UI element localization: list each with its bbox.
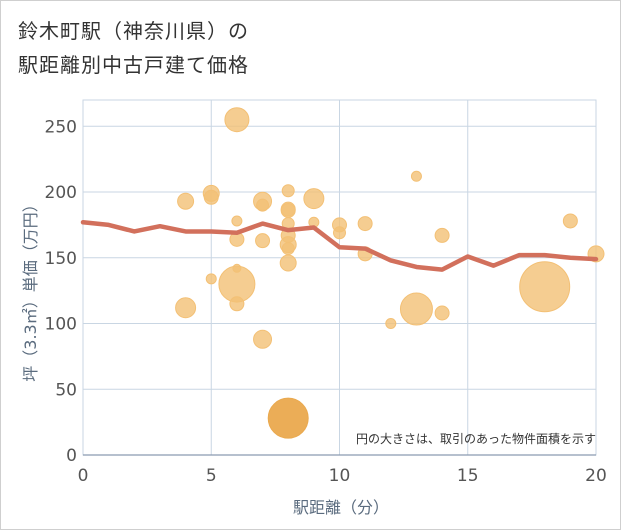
data-bubble: [177, 192, 195, 210]
x-tick-label: 5: [206, 466, 217, 486]
data-bubble: [231, 215, 243, 227]
data-bubble: [333, 226, 346, 240]
data-bubble: [205, 273, 217, 285]
data-bubble: [519, 261, 571, 313]
chart-title: 鈴木町駅（神奈川県）の 駅距離別中古戸建て価格: [18, 14, 438, 82]
y-tick-label: 200: [45, 183, 77, 203]
data-bubble: [253, 329, 273, 349]
chart-title-line2: 駅距離別中古戸建て価格: [18, 53, 249, 77]
x-tick-label: 15: [457, 466, 479, 486]
x-tick-label: 20: [585, 466, 607, 486]
data-bubble: [280, 202, 296, 218]
trend-line-layer: [80, 220, 599, 272]
data-bubble: [281, 242, 295, 256]
data-bubble: [281, 184, 295, 198]
average-price-line: [80, 220, 599, 272]
data-bubble: [357, 216, 373, 232]
data-bubble: [267, 397, 309, 439]
data-bubble: [410, 170, 422, 182]
size-annotation: 円の大きさは、取引のあった物件面積を示す: [356, 431, 596, 446]
data-bubble: [256, 198, 270, 212]
bubble-layer: [175, 107, 605, 439]
tick-labels: 0 50 100 150 200 250 0 5 10 15 20: [45, 117, 607, 486]
data-bubble: [224, 107, 250, 133]
y-tick-label: 250: [45, 117, 77, 137]
y-tick-label: 150: [45, 249, 77, 269]
data-bubble: [434, 305, 450, 321]
x-axis-title: 駅距離（分）: [293, 498, 389, 517]
chart-title-line1: 鈴木町駅（神奈川県）の: [18, 19, 249, 43]
data-bubble: [434, 227, 450, 243]
data-bubble: [303, 188, 325, 210]
y-tick-label: 50: [55, 380, 77, 400]
data-bubble: [562, 213, 578, 229]
x-tick-label: 10: [329, 466, 351, 486]
data-bubble: [385, 318, 397, 330]
data-bubble: [175, 297, 197, 319]
y-axis-title: 坪（3.3㎡）単価（万円）: [21, 196, 40, 381]
data-bubble: [279, 254, 297, 272]
data-bubble: [203, 189, 219, 205]
y-tick-label: 0: [66, 446, 77, 466]
y-tick-label: 100: [45, 315, 77, 335]
data-bubble: [399, 292, 433, 326]
grid-lines: [82, 99, 597, 456]
data-bubble: [229, 296, 245, 312]
x-tick-label: 0: [78, 466, 89, 486]
data-bubble: [255, 233, 271, 249]
